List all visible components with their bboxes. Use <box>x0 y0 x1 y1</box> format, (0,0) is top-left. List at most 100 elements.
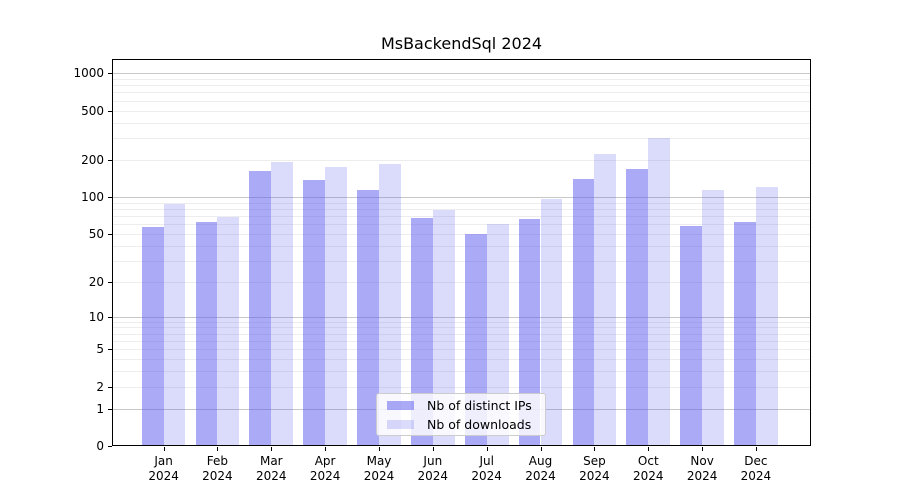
gridline-minor-4 <box>112 359 811 361</box>
y-tick-100 <box>108 196 112 198</box>
bar-distinct-ips-mar <box>249 170 272 446</box>
x-tick-jul <box>486 447 488 451</box>
bar-distinct-ips-apr <box>303 179 326 446</box>
bar-distinct-ips-may <box>357 189 379 446</box>
x-tick-nov <box>702 447 704 451</box>
x-tick-label-nov: Nov 2024 <box>686 454 718 483</box>
gridline-minor-80 <box>112 208 811 210</box>
gridline-minor-2 <box>112 386 811 388</box>
x-tick-label-dec: Dec 2024 <box>740 454 772 483</box>
y-tick-label-50: 50 <box>88 226 104 241</box>
x-tick-jun <box>432 447 434 451</box>
bar-downloads-apr <box>325 167 348 446</box>
y-tick-label-100: 100 <box>81 189 104 204</box>
gridline-minor-8 <box>112 327 811 329</box>
x-tick-label-jun: Jun 2024 <box>417 454 449 483</box>
y-tick-label-20: 20 <box>88 274 104 289</box>
bar-distinct-ips-sep <box>572 179 595 446</box>
gridline-minor-700 <box>112 92 811 94</box>
bar-distinct-ips-aug <box>518 219 541 446</box>
gridline-minor-7 <box>112 333 811 335</box>
x-tick-dec <box>755 447 757 451</box>
gridline-minor-9 <box>112 321 811 323</box>
legend-swatch-downloads <box>387 419 414 429</box>
bar-distinct-ips-jul <box>464 233 487 446</box>
y-tick-label-1000: 1000 <box>73 66 104 81</box>
bar-downloads-jan <box>163 203 186 446</box>
gridline-major-100 <box>112 196 811 198</box>
y-tick-200 <box>108 159 112 161</box>
gridline-minor-500 <box>112 110 811 112</box>
y-tick-label-1: 1 <box>96 401 104 416</box>
x-tick-aug <box>540 447 542 451</box>
y-tick-label-2: 2 <box>96 379 104 394</box>
bar-distinct-ips-jan <box>141 226 164 446</box>
legend-label-distinct-ips: Nb of distinct IPs <box>427 397 532 413</box>
bar-distinct-ips-oct <box>626 168 649 446</box>
gridline-minor-60 <box>112 224 811 226</box>
gridline-minor-5 <box>112 349 811 351</box>
bar-distinct-ips-jun <box>410 217 433 446</box>
y-tick-5 <box>108 349 112 351</box>
gridline-minor-40 <box>112 245 811 247</box>
x-tick-sep <box>594 447 596 451</box>
y-tick-2 <box>108 386 112 388</box>
gridline-minor-300 <box>112 138 811 139</box>
gridline-minor-90 <box>112 202 811 204</box>
chart-title: MsBackendSql 2024 <box>380 34 543 53</box>
gridline-minor-6 <box>112 341 811 342</box>
y-tick-label-0: 0 <box>96 439 104 453</box>
bar-downloads-nov <box>702 189 724 446</box>
legend-item-downloads: Nb of downloads <box>385 416 537 432</box>
x-tick-oct <box>648 447 650 451</box>
bar-distinct-ips-nov <box>680 225 703 446</box>
gridline-minor-800 <box>112 85 811 87</box>
gridline-minor-20 <box>112 281 811 283</box>
x-tick-label-jul: Jul 2024 <box>471 454 502 483</box>
y-tick-label-200: 200 <box>81 152 104 167</box>
x-tick-label-may: May 2024 <box>363 454 395 483</box>
gridline-minor-3 <box>112 371 811 373</box>
y-tick-label-10: 10 <box>88 309 104 324</box>
x-tick-label-jan: Jan 2024 <box>148 454 179 483</box>
gridline-minor-400 <box>112 122 811 124</box>
bar-downloads-oct <box>648 138 671 446</box>
gridline-minor-70 <box>112 216 811 217</box>
legend-item-distinct-ips: Nb of distinct IPs <box>385 397 537 413</box>
legend: Nb of distinct IPs Nb of downloads <box>376 393 546 436</box>
bar-downloads-jun <box>432 210 455 446</box>
bar-distinct-ips-feb <box>195 222 218 446</box>
y-tick-1000 <box>108 73 112 75</box>
gridline-major-1000 <box>112 73 811 75</box>
bar-distinct-ips-dec <box>734 222 756 446</box>
bar-downloads-jul <box>486 224 509 446</box>
y-tick-50 <box>108 233 112 235</box>
x-tick-label-mar: Mar 2024 <box>256 454 287 483</box>
x-tick-label-sep: Sep 2024 <box>579 454 610 483</box>
legend-swatch-distinct-ips <box>387 400 414 410</box>
y-tick-10 <box>108 316 112 318</box>
y-tick-label-5: 5 <box>96 342 104 357</box>
bar-downloads-sep <box>594 154 617 446</box>
bar-downloads-feb <box>217 216 240 446</box>
x-tick-label-apr: Apr 2024 <box>309 454 341 483</box>
legend-label-downloads: Nb of downloads <box>427 416 532 432</box>
bar-downloads-aug <box>540 198 563 446</box>
y-tick-20 <box>108 281 112 283</box>
gridline-minor-200 <box>112 159 811 161</box>
x-tick-jan <box>163 447 165 451</box>
gridline-minor-600 <box>112 100 811 102</box>
y-tick-500 <box>108 110 112 112</box>
x-tick-label-oct: Oct 2024 <box>633 454 664 483</box>
gridline-minor-50 <box>112 233 811 235</box>
bar-downloads-may <box>379 164 401 446</box>
x-tick-label-feb: Feb 2024 <box>202 454 233 483</box>
y-tick-0 <box>108 446 112 447</box>
x-tick-mar <box>271 447 273 451</box>
plot-area: Nb of distinct IPs Nb of downloads <box>112 59 811 446</box>
gridline-minor-30 <box>112 260 811 262</box>
x-tick-feb <box>217 447 219 451</box>
y-tick-label-500: 500 <box>81 103 104 118</box>
gridline-major-10 <box>112 316 811 318</box>
